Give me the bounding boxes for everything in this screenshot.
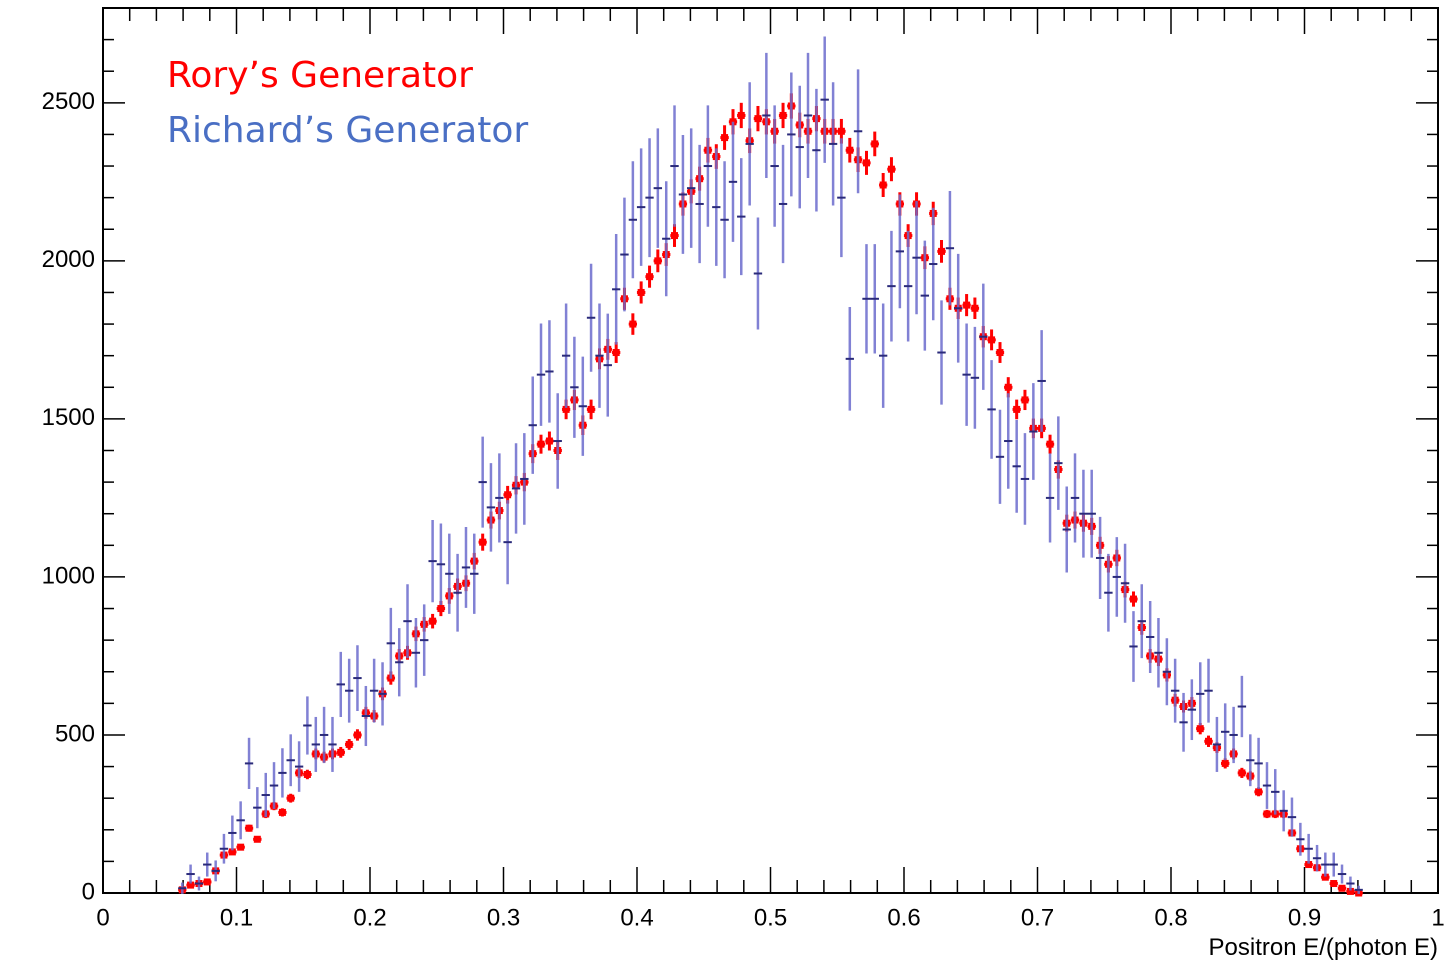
data-point bbox=[504, 491, 512, 499]
x-tick-label: 0.1 bbox=[220, 904, 253, 931]
data-point bbox=[479, 538, 487, 546]
x-tick-label: 0 bbox=[96, 904, 109, 931]
data-point bbox=[646, 273, 654, 281]
data-point bbox=[721, 134, 729, 142]
data-point bbox=[754, 115, 762, 123]
data-point bbox=[429, 617, 437, 625]
x-tick-label: 0.8 bbox=[1154, 904, 1187, 931]
data-point bbox=[278, 808, 286, 816]
data-point bbox=[879, 181, 887, 189]
data-point bbox=[1021, 396, 1029, 404]
data-point bbox=[245, 824, 253, 832]
data-point bbox=[562, 405, 570, 413]
data-point bbox=[1338, 884, 1346, 892]
data-point bbox=[837, 127, 845, 135]
data-point bbox=[437, 605, 445, 613]
data-point bbox=[654, 257, 662, 265]
x-tick-label: 1 bbox=[1431, 904, 1444, 931]
data-point bbox=[187, 881, 195, 889]
data-point bbox=[971, 304, 979, 312]
data-point bbox=[737, 111, 745, 119]
y-tick-label: 1500 bbox=[42, 404, 95, 431]
data-point bbox=[1205, 737, 1213, 745]
data-point bbox=[537, 440, 545, 448]
data-point bbox=[887, 165, 895, 173]
data-point bbox=[228, 848, 236, 856]
x-tick-label: 0.6 bbox=[887, 904, 920, 931]
data-point bbox=[353, 731, 361, 739]
data-point bbox=[1013, 405, 1021, 413]
data-point bbox=[545, 437, 553, 445]
data-point bbox=[963, 301, 971, 309]
x-tick-label: 0.5 bbox=[754, 904, 787, 931]
data-point bbox=[337, 748, 345, 756]
data-point bbox=[303, 770, 311, 778]
y-tick-label: 0 bbox=[82, 878, 95, 905]
data-point bbox=[996, 349, 1004, 357]
x-tick-label: 0.9 bbox=[1288, 904, 1321, 931]
x-tick-label: 0.3 bbox=[487, 904, 520, 931]
data-point bbox=[1255, 788, 1263, 796]
data-point bbox=[345, 740, 353, 748]
data-point bbox=[1263, 810, 1271, 818]
x-tick-label: 0.4 bbox=[620, 904, 653, 931]
y-tick-label: 1000 bbox=[42, 562, 95, 589]
y-tick-label: 2500 bbox=[42, 88, 95, 115]
legend-label: Rory’s Generator bbox=[167, 55, 473, 96]
data-point bbox=[988, 336, 996, 344]
data-point bbox=[871, 140, 879, 148]
data-point bbox=[779, 111, 787, 119]
data-point bbox=[1046, 440, 1054, 448]
data-point bbox=[1196, 725, 1204, 733]
legend-label: Richard’s Generator bbox=[167, 110, 528, 151]
data-point bbox=[287, 794, 295, 802]
data-point bbox=[1221, 759, 1229, 767]
data-point bbox=[203, 878, 211, 886]
data-point bbox=[1004, 383, 1012, 391]
data-point bbox=[612, 349, 620, 357]
data-point bbox=[629, 320, 637, 328]
data-point bbox=[637, 288, 645, 296]
data-point bbox=[1321, 873, 1329, 881]
data-point bbox=[1305, 861, 1313, 869]
data-point bbox=[1346, 887, 1354, 895]
data-point bbox=[587, 405, 595, 413]
x-tick-label: 0.7 bbox=[1021, 904, 1054, 931]
data-point bbox=[846, 146, 854, 154]
x-tick-label: 0.2 bbox=[353, 904, 386, 931]
data-point bbox=[253, 835, 261, 843]
data-point bbox=[1238, 769, 1246, 777]
data-point bbox=[1129, 595, 1137, 603]
data-point bbox=[671, 232, 679, 240]
x-axis-title: Positron E/(photon E) bbox=[1209, 934, 1438, 961]
data-point bbox=[938, 247, 946, 255]
data-point bbox=[862, 159, 870, 167]
data-point bbox=[237, 843, 245, 851]
y-tick-label: 2000 bbox=[42, 246, 95, 273]
data-point bbox=[1330, 880, 1338, 888]
y-tick-label: 500 bbox=[55, 720, 95, 747]
